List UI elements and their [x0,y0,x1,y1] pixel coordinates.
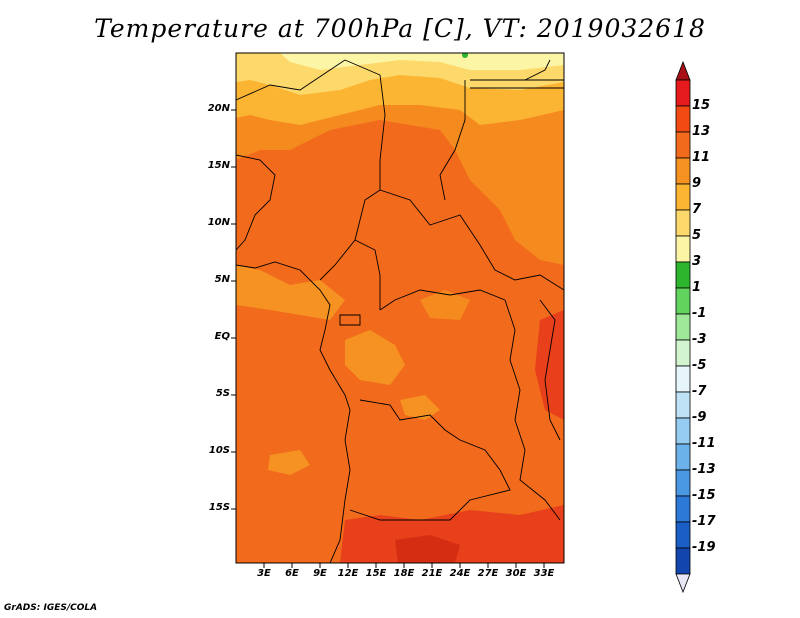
lon-label: 21E [421,568,443,579]
colorbar-tick-label: -15 [692,488,716,503]
colorbar-tick-label: 11 [692,150,711,165]
map-border [235,52,565,564]
colorbar-segment [675,209,691,237]
lon-label: 6E [285,568,299,579]
colorbar-tick-label: -1 [692,306,707,321]
colorbar-segment [675,157,691,185]
colorbar-segment [675,287,691,315]
colorbar-tick-label: 13 [692,124,711,139]
colorbar-tick-label: -11 [692,436,716,451]
lat-label: 5N [214,274,230,285]
colorbar-segment [675,521,691,549]
colorbar-segment [675,443,691,471]
lon-label: 18E [393,568,415,579]
lat-label: 5S [215,388,230,399]
temperature-field [236,53,564,563]
colorbar [675,60,691,594]
colorbar-tick-label: 1 [692,280,702,295]
colorbar-segment [675,495,691,523]
lon-label: 3E [257,568,271,579]
colorbar-tick-label: -17 [692,514,716,529]
colorbar-segment [675,313,691,341]
colorbar-tick-label: -19 [692,540,716,555]
lon-label: 33E [533,568,555,579]
colorbar-segment [675,79,691,107]
colorbar-segment [675,261,691,289]
colorbar-segment [675,131,691,159]
coastlines-borders [236,59,564,563]
chart-title: Temperature at 700hPa [C], VT: 201903261… [94,14,706,43]
colorbar-tick-label: -9 [692,410,707,425]
lat-label: 10S [208,445,230,456]
lon-label: 12E [337,568,359,579]
lon-label: 15E [365,568,387,579]
colorbar-segment [675,417,691,445]
colorbar-segment [675,183,691,211]
colorbar-tick-label: -13 [692,462,716,477]
colorbar-segment [675,469,691,497]
x-tick-marks [263,563,545,568]
colorbar-segment [675,365,691,393]
colorbar-tick-label: 3 [692,254,702,269]
colorbar-tick-label: -7 [692,384,707,399]
lon-label: 24E [449,568,471,579]
lat-label: 15N [207,160,230,171]
colorbar-tick-label: -5 [692,358,707,373]
y-tick-marks [231,109,236,510]
colorbar-segment [675,391,691,419]
lat-label: 20N [207,103,230,114]
lon-label: 9E [313,568,327,579]
colorbar-tick-label: -3 [692,332,707,347]
colorbar-tick-label: 9 [692,176,702,191]
lat-label: 15S [208,502,230,513]
colorbar-max-arrow [675,60,691,81]
colorbar-segment [675,547,691,575]
lat-label: 10N [207,217,230,228]
colorbar-tick-label: 15 [692,98,711,113]
colorbar-segment [675,105,691,133]
colorbar-tick-label: 5 [692,228,702,243]
lon-label: 30E [505,568,527,579]
colorbar-tick-label: 7 [692,202,702,217]
colorbar-segment [675,339,691,367]
lon-label: 27E [477,568,499,579]
colorbar-min-arrow [675,573,691,594]
credit-text: GrADS: IGES/COLA [4,603,98,613]
lat-label: EQ [214,331,230,342]
colorbar-segment [675,235,691,263]
